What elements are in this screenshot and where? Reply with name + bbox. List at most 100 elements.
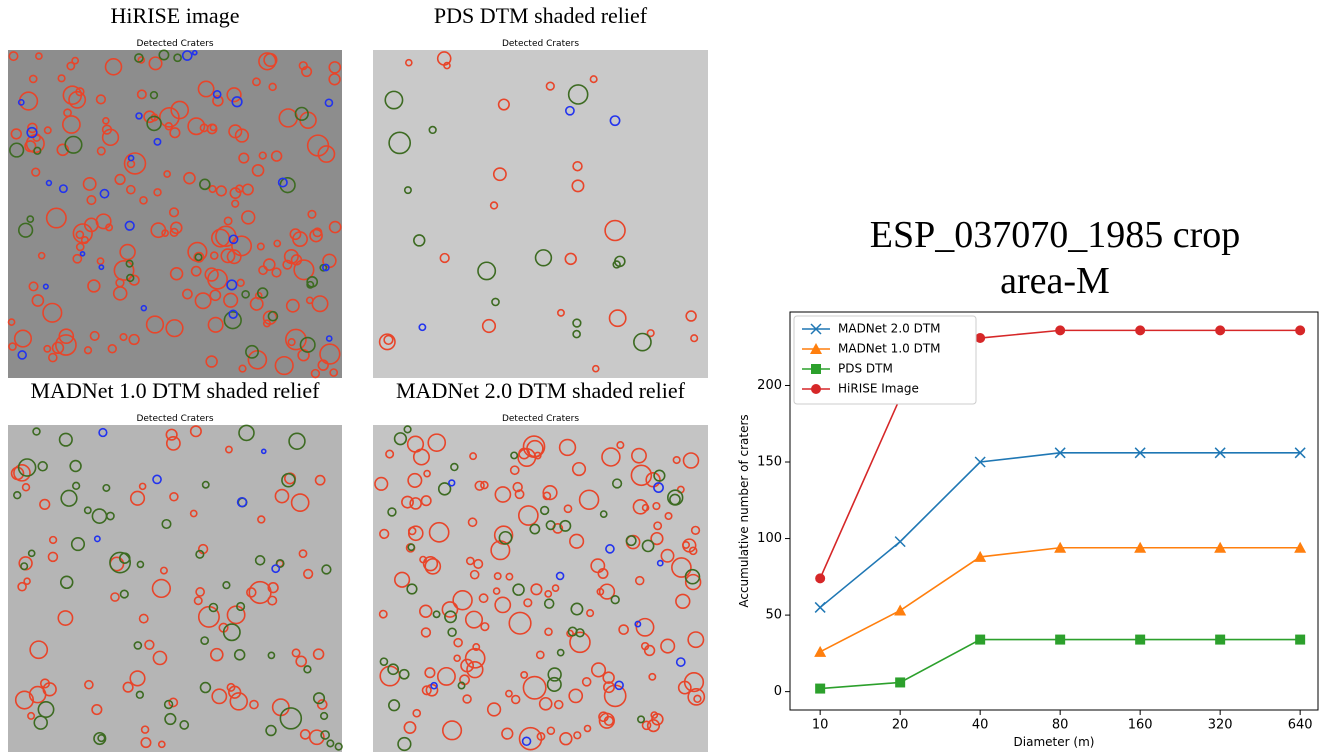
- crater-marker: [614, 255, 626, 268]
- crater-marker: [441, 601, 459, 618]
- crater-marker: [413, 234, 426, 247]
- crater-marker: [208, 602, 219, 613]
- crater-marker: [444, 610, 457, 624]
- crater-marker: [236, 278, 245, 287]
- crater-marker: [480, 622, 490, 632]
- crater-marker: [93, 731, 107, 746]
- crater-marker: [71, 56, 80, 65]
- crater-marker: [546, 676, 562, 692]
- crater-marker: [161, 518, 172, 530]
- series-line: [820, 638, 1301, 690]
- crater-marker: [223, 216, 233, 226]
- crater-marker: [165, 435, 181, 451]
- crater-marker: [569, 533, 585, 549]
- crater-marker: [13, 463, 31, 482]
- crater-marker: [590, 662, 607, 678]
- crater-marker: [190, 265, 202, 277]
- crater-marker: [84, 679, 94, 690]
- crater-marker: [616, 441, 625, 450]
- crater-marker: [421, 685, 432, 696]
- crater-marker: [289, 228, 302, 241]
- crater-marker: [101, 128, 120, 147]
- crater-marker: [99, 188, 110, 199]
- crater-marker: [509, 465, 520, 476]
- crater-marker: [288, 432, 306, 450]
- crater-marker: [226, 249, 242, 265]
- crater-marker: [191, 49, 198, 56]
- crater-marker: [303, 568, 314, 580]
- crater-marker: [653, 521, 663, 531]
- crater-marker: [553, 699, 564, 710]
- crater-marker: [303, 665, 312, 674]
- crater-marker: [412, 708, 422, 718]
- crater-marker: [684, 573, 702, 591]
- crater-marker: [409, 497, 422, 510]
- crater-marker: [324, 98, 334, 108]
- crater-marker: [238, 424, 255, 442]
- crater-marker: [450, 462, 459, 472]
- crater-marker: [275, 558, 285, 568]
- crater-marker: [317, 145, 336, 163]
- crater-marker: [652, 501, 661, 511]
- crater-marker: [641, 503, 650, 512]
- crater-marker: [406, 583, 418, 595]
- crater-marker: [314, 474, 326, 486]
- crater-marker: [469, 452, 478, 461]
- crater-marker: [388, 699, 401, 712]
- x-tick-label: 10: [812, 718, 829, 733]
- crater-marker: [630, 464, 653, 487]
- crater-marker: [508, 611, 532, 635]
- crater-marker: [152, 650, 168, 666]
- data-point: [1054, 541, 1067, 553]
- crater-marker: [35, 52, 43, 61]
- crater-marker: [571, 179, 585, 193]
- plot-frame: [789, 311, 1319, 711]
- crater-marker: [424, 667, 436, 679]
- crater-marker: [401, 495, 414, 509]
- crater-marker: [608, 309, 627, 328]
- crater-marker: [437, 482, 452, 496]
- crater-marker: [603, 715, 615, 727]
- crater-marker: [260, 448, 267, 455]
- crater-marker: [246, 587, 257, 598]
- crater-marker: [48, 352, 58, 363]
- y-tick-label: 150: [757, 455, 782, 470]
- panel-title: MADNet 2.0 DTM shaded relief: [396, 378, 686, 403]
- crater-marker: [374, 476, 389, 491]
- crater-marker: [137, 56, 146, 64]
- crater-marker: [379, 657, 389, 666]
- crater-marker: [690, 334, 699, 343]
- crater-marker: [448, 479, 456, 487]
- crater-marker: [430, 681, 438, 690]
- crater-marker: [420, 627, 432, 638]
- crater-marker: [47, 551, 59, 563]
- crater-marker: [590, 558, 606, 574]
- crater-marker: [136, 560, 145, 569]
- crater-marker: [257, 515, 266, 524]
- crater-marker: [32, 427, 41, 436]
- legend-marker: [810, 343, 822, 354]
- crater-marker: [226, 279, 238, 291]
- crater-marker: [13, 490, 22, 500]
- crater-marker: [256, 242, 265, 251]
- crater-marker: [159, 566, 168, 575]
- panel-subtitle: Detected Craters: [136, 39, 213, 49]
- crater-marker: [215, 185, 227, 197]
- crater-marker: [690, 525, 701, 536]
- crater-marker: [664, 511, 673, 521]
- crater-marker: [453, 654, 461, 663]
- crater-marker: [212, 90, 222, 99]
- data-point: [1134, 447, 1146, 459]
- crater-marker: [83, 346, 93, 355]
- crater-marker: [439, 252, 450, 264]
- x-tick-label: 320: [1208, 718, 1233, 733]
- crater-marker: [287, 338, 296, 347]
- crater-marker: [618, 624, 629, 635]
- crater-marker: [128, 274, 140, 286]
- crater-marker: [282, 259, 293, 270]
- crater-marker: [96, 146, 106, 156]
- crater-marker: [268, 82, 277, 92]
- crater-marker: [407, 543, 416, 552]
- crater-marker: [299, 729, 311, 740]
- crater-marker: [650, 531, 664, 546]
